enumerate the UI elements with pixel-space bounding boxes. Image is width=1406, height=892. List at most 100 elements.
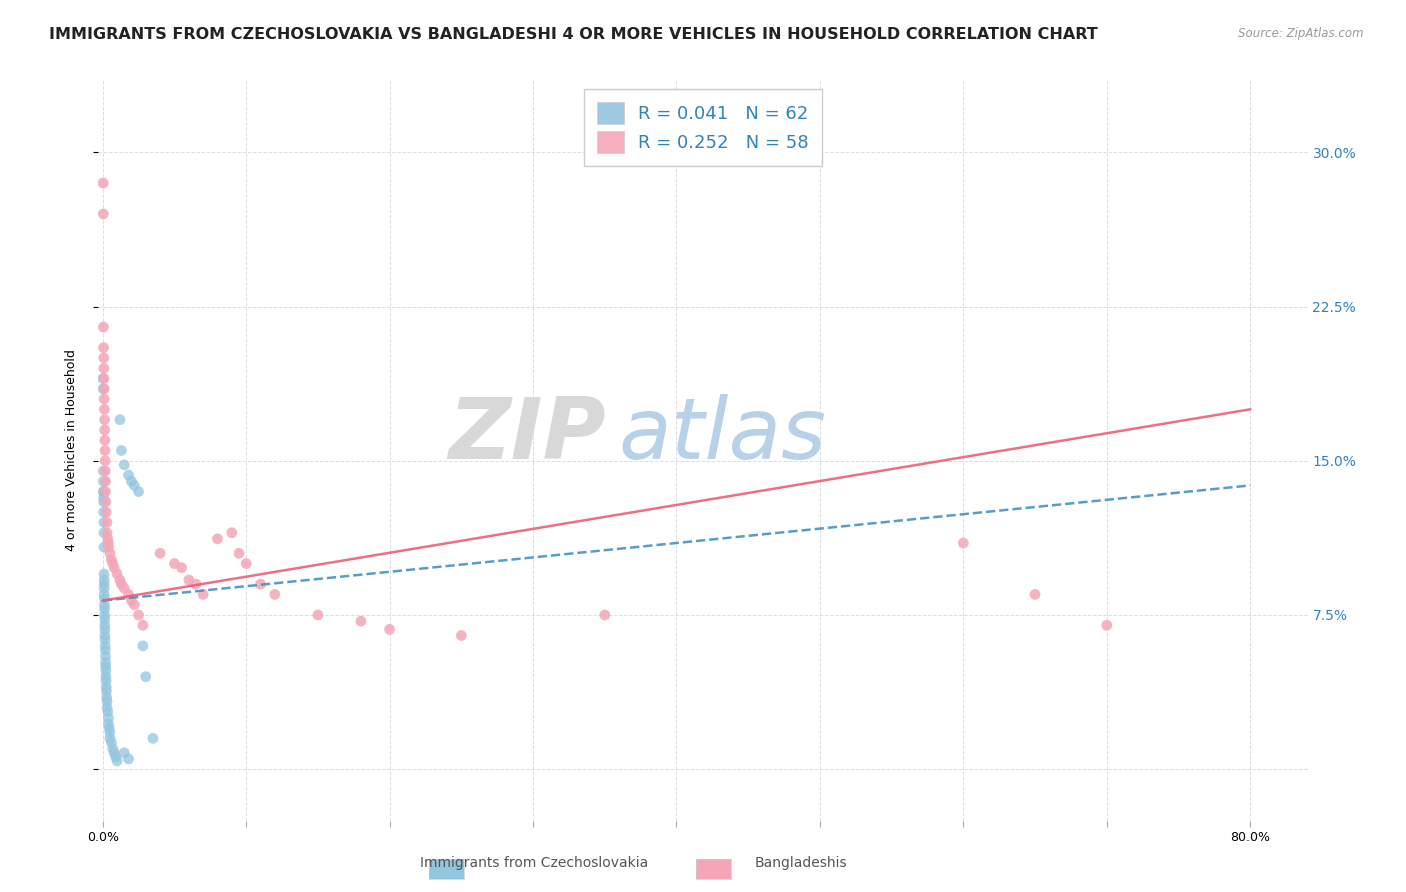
Point	[96, 525, 118, 540]
Point	[149, 546, 172, 560]
Point	[128, 607, 150, 622]
Point	[120, 593, 142, 607]
Point	[94, 643, 117, 657]
Point	[96, 680, 118, 694]
Point	[93, 351, 115, 365]
Point	[97, 711, 120, 725]
Point	[135, 670, 157, 684]
Point	[142, 731, 165, 746]
Point	[93, 618, 115, 632]
Point	[105, 754, 128, 768]
Point	[93, 607, 115, 622]
Point	[108, 412, 131, 426]
Point	[96, 684, 118, 698]
Point	[93, 412, 115, 426]
Point	[97, 705, 120, 719]
Point	[94, 623, 117, 637]
Point	[207, 532, 229, 546]
Point	[108, 573, 131, 587]
Point	[94, 673, 117, 688]
Point	[93, 491, 115, 505]
Point	[593, 607, 616, 622]
Point	[96, 505, 118, 519]
Point	[132, 618, 155, 632]
Point	[94, 639, 117, 653]
Text: Bangladeshis: Bangladeshis	[755, 855, 848, 870]
Point	[235, 557, 257, 571]
Point	[112, 581, 135, 595]
Point	[94, 464, 117, 478]
Point	[112, 458, 135, 472]
Point	[93, 505, 115, 519]
Point	[93, 382, 115, 396]
Point	[101, 741, 124, 756]
Point	[93, 573, 115, 587]
Point	[132, 639, 155, 653]
Point	[93, 484, 115, 499]
Point	[94, 433, 117, 447]
Point	[93, 495, 115, 509]
Point	[91, 176, 114, 190]
Point	[117, 587, 139, 601]
Point	[93, 566, 115, 581]
Point	[112, 746, 135, 760]
Point	[124, 478, 146, 492]
Point	[96, 516, 118, 530]
Point	[93, 598, 115, 612]
Point	[94, 475, 117, 489]
Point	[94, 632, 117, 647]
Point	[93, 320, 115, 334]
Point	[117, 752, 139, 766]
Point	[1095, 618, 1118, 632]
Point	[93, 402, 115, 417]
Point	[110, 443, 132, 458]
Point	[94, 659, 117, 673]
Point	[191, 587, 214, 601]
Point	[124, 598, 146, 612]
Point	[93, 602, 115, 616]
Text: Source: ZipAtlas.com: Source: ZipAtlas.com	[1239, 27, 1364, 40]
Point	[103, 746, 125, 760]
Point	[93, 361, 115, 376]
Point	[450, 629, 472, 643]
Text: ZIP: ZIP	[449, 394, 606, 477]
Y-axis label: 4 or more Vehicles in Household: 4 or more Vehicles in Household	[65, 350, 77, 551]
Point	[91, 207, 114, 221]
Point	[98, 721, 121, 735]
Point	[94, 649, 117, 664]
Point	[104, 750, 127, 764]
Point	[101, 557, 124, 571]
Point	[98, 731, 121, 746]
Point	[94, 664, 117, 678]
Point	[177, 573, 200, 587]
Point	[93, 371, 115, 385]
Point	[97, 540, 120, 554]
Point	[94, 629, 117, 643]
Point	[117, 468, 139, 483]
Point	[228, 546, 250, 560]
Point	[1024, 587, 1046, 601]
Point	[93, 475, 115, 489]
Point	[350, 614, 373, 628]
Point	[93, 341, 115, 355]
Point	[93, 525, 115, 540]
Point	[128, 484, 150, 499]
Point	[96, 700, 118, 714]
Point	[105, 566, 128, 581]
Point	[94, 495, 117, 509]
Point	[97, 717, 120, 731]
Point	[110, 577, 132, 591]
Point	[94, 670, 117, 684]
Point	[94, 484, 117, 499]
Point	[93, 392, 115, 406]
Text: IMMIGRANTS FROM CZECHOSLOVAKIA VS BANGLADESHI 4 OR MORE VEHICLES IN HOUSEHOLD CO: IMMIGRANTS FROM CZECHOSLOVAKIA VS BANGLA…	[49, 27, 1098, 42]
Point	[93, 516, 115, 530]
Point	[170, 560, 193, 574]
Point	[103, 560, 125, 574]
Point	[97, 532, 120, 546]
Point	[94, 443, 117, 458]
Point	[93, 591, 115, 606]
Point	[952, 536, 974, 550]
Point	[93, 577, 115, 591]
Point	[93, 612, 115, 626]
